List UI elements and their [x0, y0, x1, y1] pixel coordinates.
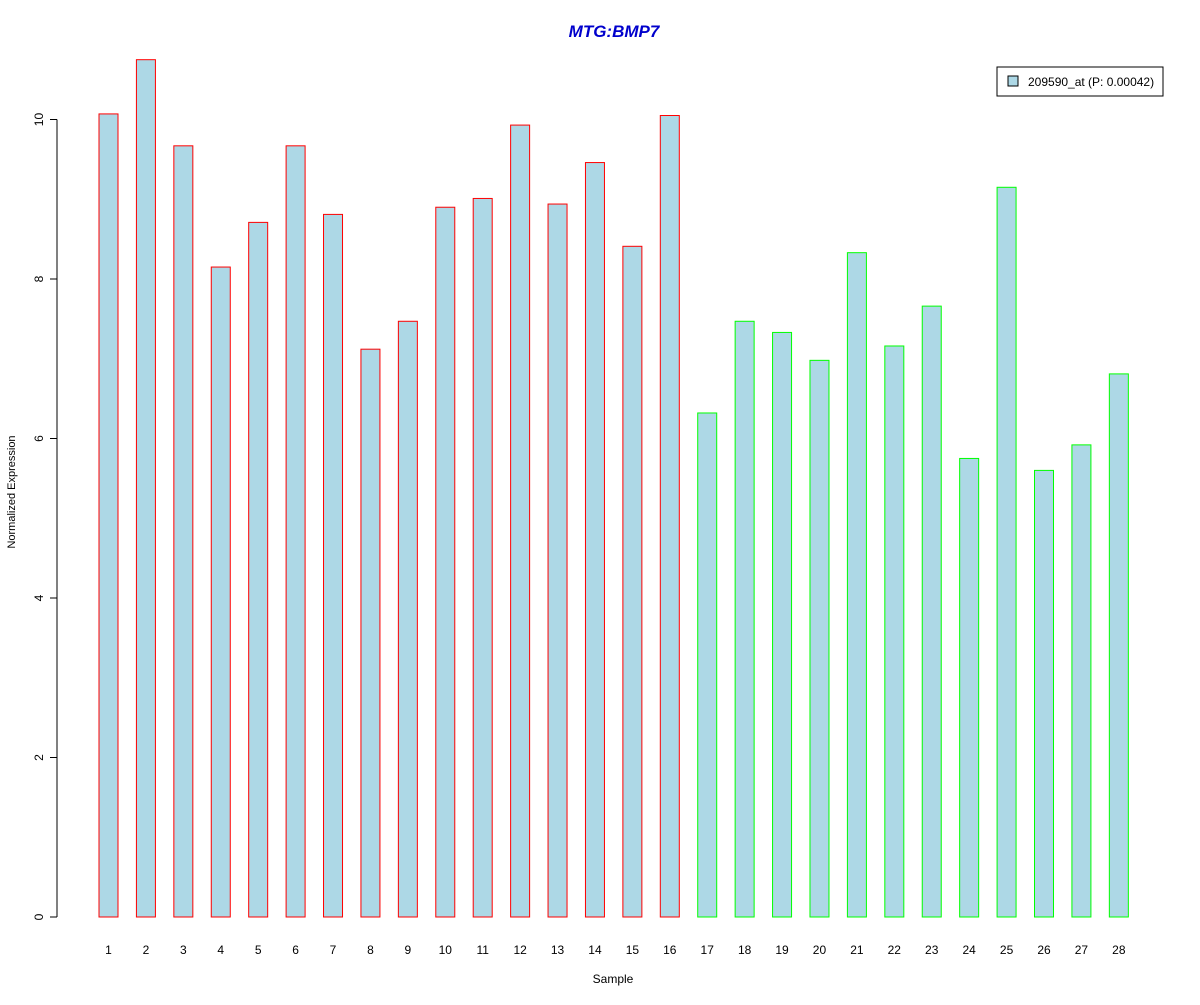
bar-sample-25 — [996, 186, 1017, 918]
x-tick-label: 2 — [143, 943, 150, 957]
x-tick-label: 10 — [439, 943, 453, 957]
x-tick-label: 7 — [330, 943, 337, 957]
y-axis: 0 2 4 6 8 10 — [32, 113, 58, 920]
bar-sample-16 — [659, 115, 680, 918]
bar-sample-26 — [1034, 469, 1054, 918]
bar-sample-28 — [1108, 373, 1129, 918]
y-tick-label: 4 — [32, 594, 46, 601]
y-axis-label: Normalized Expression — [6, 435, 18, 548]
bar-sample-4 — [210, 266, 231, 918]
bar-sample-22 — [884, 345, 905, 918]
y-tick-label: 8 — [32, 275, 46, 282]
x-tick-label: 22 — [888, 943, 902, 957]
bar-sample-3 — [173, 145, 194, 918]
x-tick-label: 11 — [476, 943, 489, 957]
bar-sample-8 — [360, 348, 381, 918]
bars — [98, 59, 1129, 918]
x-tick-label: 26 — [1037, 943, 1051, 957]
y-tick-label: 2 — [32, 754, 46, 761]
x-tick-label: 8 — [367, 943, 374, 957]
x-tick-label: 1 — [105, 943, 112, 957]
bar-sample-9 — [397, 320, 418, 918]
x-tick-label: 25 — [1000, 943, 1014, 957]
bar-sample-13 — [547, 203, 568, 918]
x-tick-label: 23 — [925, 943, 939, 957]
bar-sample-11 — [472, 197, 493, 918]
x-tick-label: 5 — [255, 943, 262, 957]
bar-sample-2 — [135, 59, 156, 918]
y-tick-label: 10 — [32, 113, 46, 127]
x-tick-label: 3 — [180, 943, 187, 957]
y-tick-label: 6 — [32, 435, 46, 442]
x-tick-label: 17 — [701, 943, 715, 957]
x-tick-label: 4 — [217, 943, 224, 957]
bar-sample-23 — [921, 305, 942, 918]
legend-box — [996, 66, 1164, 97]
bar-sample-15 — [622, 245, 643, 918]
x-tick-label: 14 — [588, 943, 602, 957]
bar-sample-17 — [697, 412, 718, 918]
x-tick-label: 13 — [551, 943, 565, 957]
x-tick-label: 28 — [1112, 943, 1126, 957]
bar-sample-18 — [734, 320, 755, 918]
x-tick-labels: 1 2 3 4 5 6 7 8 9 10 11 12 13 14 15 16 17 18 19 20 21 22 23 24 2… — [105, 943, 1126, 957]
bar-sample-12 — [510, 124, 531, 918]
x-tick-label: 16 — [663, 943, 677, 957]
bar-sample-20 — [809, 359, 830, 918]
bar-sample-21 — [846, 252, 867, 918]
x-tick-label: 19 — [775, 943, 789, 957]
x-tick-label: 21 — [850, 943, 864, 957]
x-tick-label: 9 — [405, 943, 412, 957]
legend-label: 209590_at (P: 0.00042) — [1028, 75, 1154, 89]
x-tick-label: 20 — [813, 943, 827, 957]
bar-sample-10 — [435, 206, 456, 918]
x-tick-label: 15 — [626, 943, 640, 957]
chart-title: MTG:BMP7 — [569, 22, 661, 41]
x-tick-label: 18 — [738, 943, 752, 957]
bar-sample-6 — [285, 145, 306, 918]
bar-sample-24 — [959, 457, 980, 918]
legend: 209590_at (P: 0.00042) — [996, 66, 1164, 97]
bar-sample-1 — [98, 113, 119, 918]
bar-sample-5 — [248, 221, 269, 918]
legend-swatch — [1007, 75, 1019, 87]
x-tick-label: 24 — [962, 943, 976, 957]
x-axis-label: Sample — [593, 972, 634, 986]
y-tick-label: 0 — [32, 913, 46, 920]
bar-sample-7 — [323, 213, 344, 918]
x-tick-label: 6 — [292, 943, 299, 957]
bar-sample-19 — [772, 331, 793, 918]
bar-sample-27 — [1071, 444, 1092, 918]
bar-sample-14 — [584, 162, 605, 918]
x-tick-label: 27 — [1075, 943, 1089, 957]
x-tick-label: 12 — [513, 943, 527, 957]
